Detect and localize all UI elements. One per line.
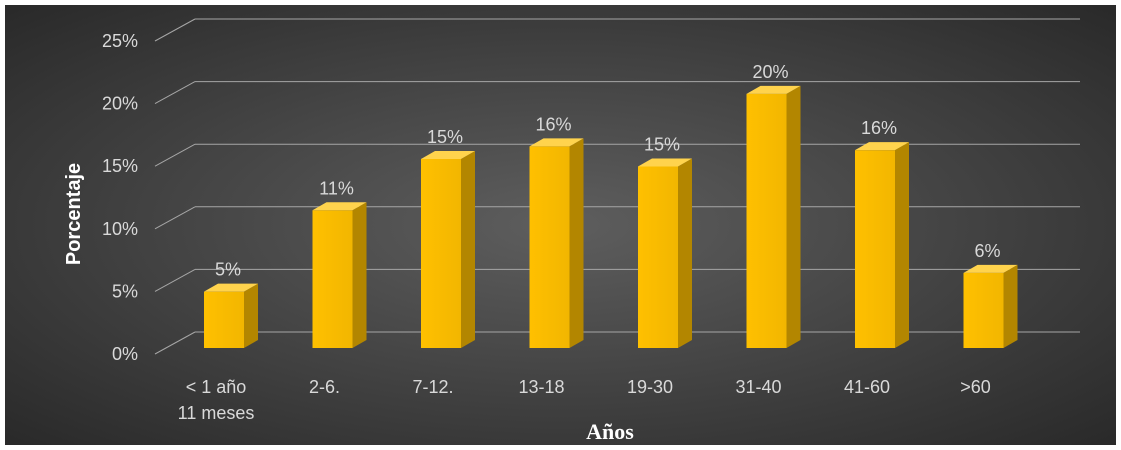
y-tick-label: 25% [102,31,138,51]
category-label: < 1 año 11 meses [178,377,255,423]
category-label: 7-12. [412,377,453,397]
bar-top [855,142,909,151]
y-tick-label: 15% [102,156,138,176]
y-axis-ticks: 0% 5% 10% 15% 20% 25% [102,31,138,364]
gridline-diag [154,206,196,230]
gridline-diag [154,143,196,167]
gridline-diag [154,81,196,105]
category-label: 31-40 [735,377,781,397]
data-label: 11% [319,178,354,198]
bar-front [638,166,678,348]
gridline-diag [154,331,196,355]
data-label: 15% [644,134,680,154]
x-axis-title: Años [586,419,634,444]
bar-top [963,264,1018,273]
data-labels: 5% 11% 15% 16% 15% 20% 16% 6% [215,62,1001,280]
bar-side [1003,264,1018,348]
category-label: >60 [960,377,991,397]
bar-side [461,150,475,348]
bar-side [244,283,258,348]
x-axis-categories: < 1 año 11 meses 2-6. 7-12. 13-18 19-30 31-40 4… [178,377,991,423]
bar-top [638,158,692,167]
bar-front [963,272,1004,348]
y-tick-label: 0% [112,344,138,364]
bar-top [529,138,584,147]
data-label: 16% [535,114,571,134]
data-label: 6% [974,241,1000,261]
bar-front [746,93,787,349]
category-label: 41-60 [844,377,890,397]
bar-front [421,158,461,348]
bar-front [312,210,353,348]
bar-side [786,85,801,349]
category-label: 19-30 [627,377,673,397]
bars [204,85,1018,349]
gridline-diag [154,268,196,292]
y-tick-label: 5% [112,281,138,301]
data-label: 5% [215,260,241,280]
data-label: 15% [427,127,463,147]
bar-side [569,138,584,348]
gridline-diag [154,18,196,42]
gridlines [154,18,1080,355]
bar-top [204,283,258,292]
y-tick-label: 10% [102,219,138,239]
y-axis-title: Porcentaje [63,163,85,265]
category-label: 2-6. [309,377,340,397]
data-label: 20% [752,62,788,82]
bar-top [312,202,367,211]
y-tick-label: 20% [102,94,138,114]
bar-side [678,158,692,348]
bar-side [352,202,367,348]
data-label: 16% [861,118,897,138]
bar-side [895,142,909,348]
bar-top [746,85,801,94]
bar-front [204,291,244,348]
category-label: 13-18 [518,377,564,397]
bar-top [421,150,475,159]
bar-front [855,150,895,348]
bar-front [529,146,570,348]
